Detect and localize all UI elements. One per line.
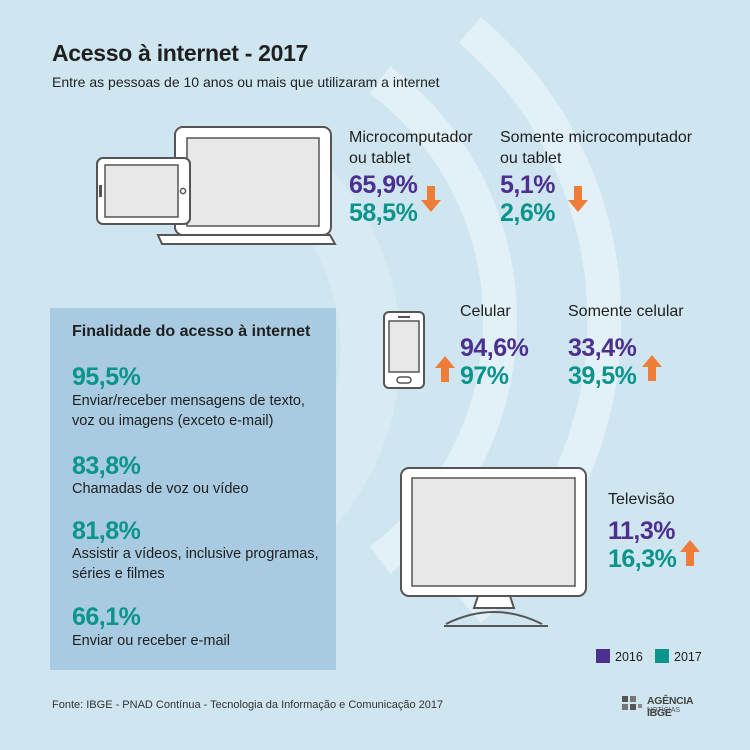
ibge-logo-icon xyxy=(622,696,642,710)
finalidade-desc: Chamadas de voz ou vídeo xyxy=(72,479,249,499)
label-line: ou tablet xyxy=(349,150,411,167)
finalidade-title: Finalidade do acesso à internet xyxy=(72,323,311,340)
finalidade-panel xyxy=(50,308,336,670)
page-title: Acesso à internet - 2017 xyxy=(52,40,309,66)
device-label-somente-celular: Somente celular xyxy=(568,301,684,322)
desc-line: Enviar/receber mensagens de texto, xyxy=(72,393,305,409)
legend-swatch-2016 xyxy=(596,649,610,663)
finalidade-value: 66,1% xyxy=(72,603,141,631)
value-2017-somente-microcomputador: 2,6% xyxy=(500,199,555,227)
value-2016-microcomputador: 65,9% xyxy=(349,171,418,199)
arrow-up-icon xyxy=(642,355,662,381)
desc-line: séries e filmes xyxy=(72,566,165,582)
legend-swatch-2017 xyxy=(655,649,669,663)
legend-label-2016: 2016 xyxy=(615,650,643,664)
finalidade-desc: Enviar ou receber e-mail xyxy=(72,631,230,651)
device-label-microcomputador: Microcomputador ou tablet xyxy=(349,127,473,169)
label-line: Microcomputador xyxy=(349,129,473,146)
label-line: Celular xyxy=(460,303,511,320)
laptop-tablet-icon xyxy=(96,126,337,245)
finalidade-desc: Assistir a vídeos, inclusive programas, … xyxy=(72,544,319,584)
value-2016-celular: 94,6% xyxy=(460,334,529,362)
desc-line: voz ou imagens (exceto e-mail) xyxy=(72,413,274,429)
finalidade-value: 83,8% xyxy=(72,452,141,480)
finalidade-value: 95,5% xyxy=(72,363,141,391)
label-line: ou tablet xyxy=(500,150,562,167)
value-2017-microcomputador: 58,5% xyxy=(349,199,418,227)
device-label-televisao: Televisão xyxy=(608,489,675,510)
finalidade-desc: Enviar/receber mensagens de texto, voz o… xyxy=(72,391,305,431)
source-note: Fonte: IBGE - PNAD Contínua - Tecnologia… xyxy=(52,699,444,711)
desc-line: Chamadas de voz ou vídeo xyxy=(72,481,249,497)
arrow-down-icon xyxy=(568,186,588,212)
device-label-somente-microcomputador: Somente microcomputador ou tablet xyxy=(500,127,692,169)
desc-line: Assistir a vídeos, inclusive programas, xyxy=(72,546,319,562)
page-subtitle: Entre as pessoas de 10 anos ou mais que … xyxy=(52,74,440,90)
value-2016-televisao: 11,3% xyxy=(608,517,676,545)
agencia-ibge-logo: AGÊNCIA IBGE NOTÍCIAS xyxy=(620,692,720,719)
label-line: Somente microcomputador xyxy=(500,129,693,146)
smartphone-icon xyxy=(383,311,425,389)
logo-text-sub: NOTÍCIAS xyxy=(647,707,681,714)
value-2016-somente-microcomputador: 5,1% xyxy=(500,171,555,199)
value-2017-somente-celular: 39,5% xyxy=(568,362,637,390)
desc-line: Enviar ou receber e-mail xyxy=(72,633,230,649)
arrow-down-icon xyxy=(421,186,441,212)
label-line: Televisão xyxy=(608,491,675,508)
arrow-up-icon xyxy=(680,540,700,566)
legend-label-2017: 2017 xyxy=(674,650,702,664)
television-icon xyxy=(400,467,587,627)
device-label-celular: Celular xyxy=(460,301,511,322)
finalidade-value: 81,8% xyxy=(72,517,141,545)
arrow-up-icon xyxy=(435,356,455,382)
label-line: Somente celular xyxy=(568,303,684,320)
logo-text-main: AGÊNCIA IBGE xyxy=(647,695,693,719)
value-2017-televisao: 16,3% xyxy=(608,545,677,573)
value-2016-somente-celular: 33,4% xyxy=(568,334,637,362)
value-2017-celular: 97% xyxy=(460,362,509,390)
